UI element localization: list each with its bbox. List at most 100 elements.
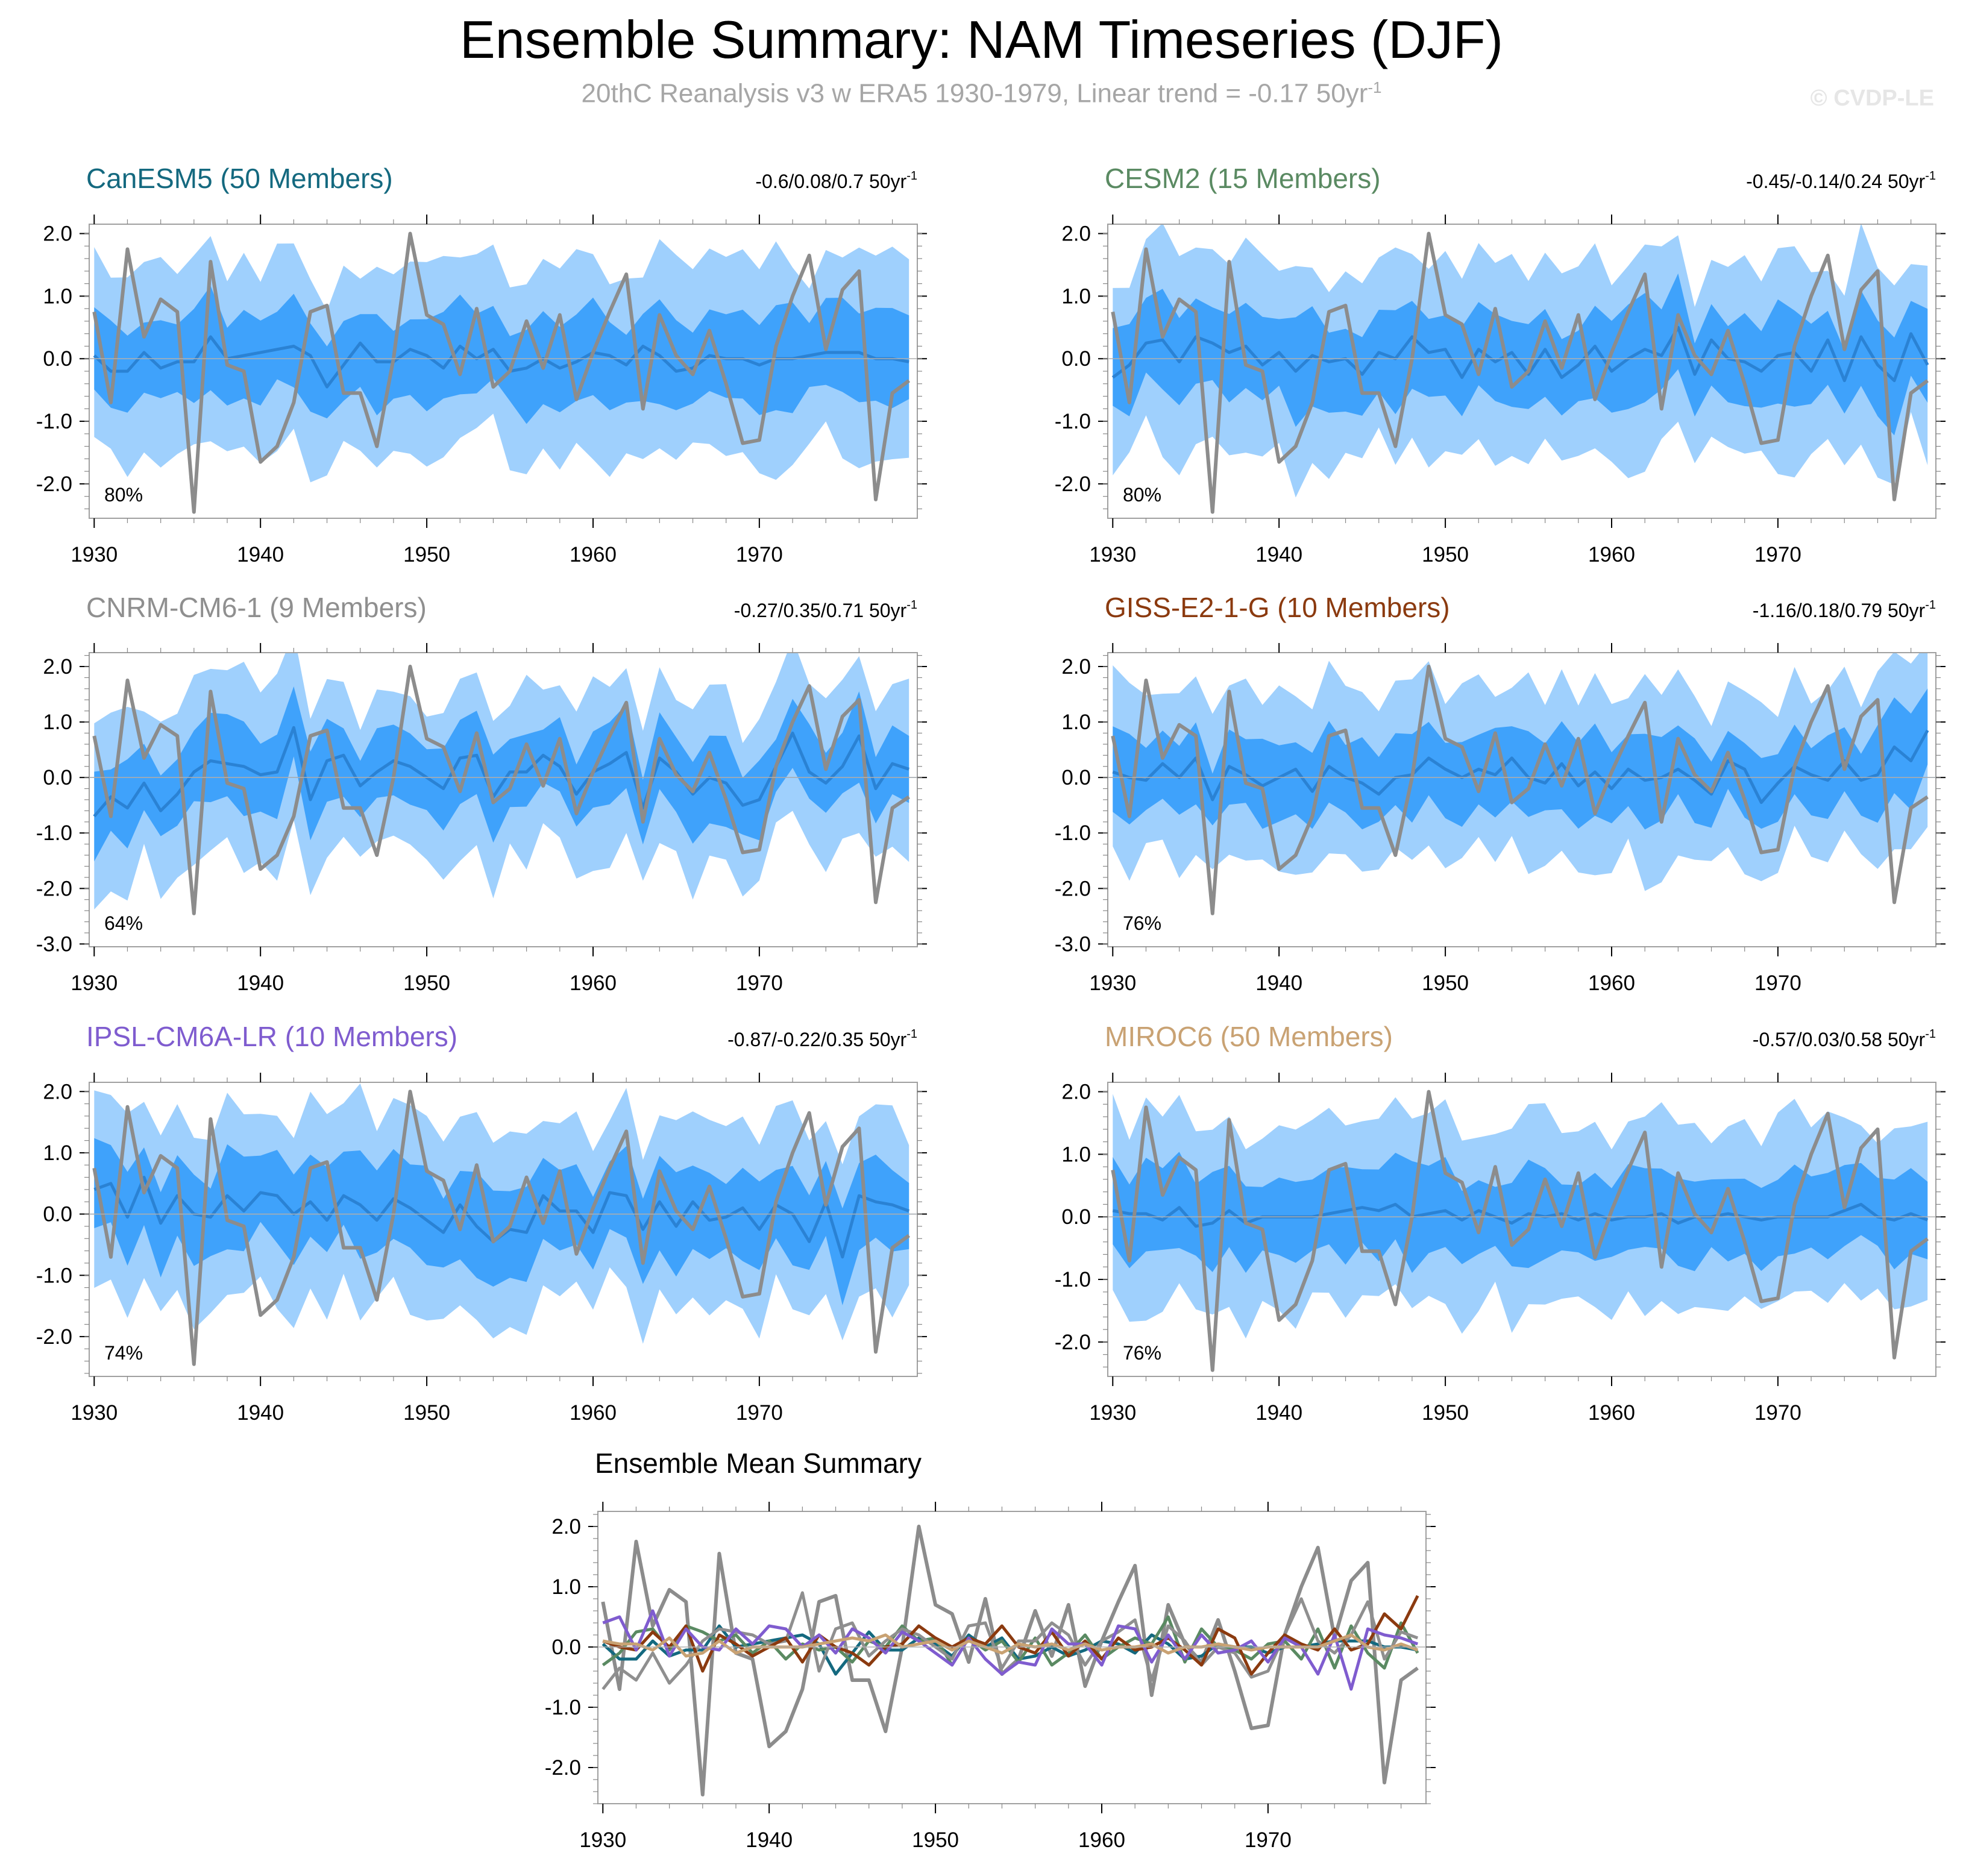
panel-axis-ytick-label: -1.0 [1055,821,1091,845]
panel-axis-xtick-label: 1930 [71,1401,118,1425]
panel-trend-exponent: -1 [906,169,917,183]
summary-mean-line [602,1595,1419,1676]
observed-line [1111,231,1929,514]
panel-axis-ytick-label: -2.0 [1055,472,1091,496]
panel-axis-ytick-label: 2.0 [43,1080,72,1103]
panel-axis-xtick-label: 1960 [570,1401,617,1425]
panel-axis-xtick-label: 1940 [237,543,284,566]
panel-plot-area [89,1083,917,1366]
summary-axis-ytick-label: 0.0 [551,1636,581,1659]
panel-trend-stats: -0.6/0.08/0.7 50yr-1 [755,169,917,192]
panel-axis-ytick-label: 0.0 [43,1203,72,1226]
panel-axis-ytick-label: -2.0 [36,472,72,496]
page-subtitle: 20thC Reanalysis v3 w ERA5 1930-1979, Li… [0,78,1963,109]
summary-axis-xtick-label: 1960 [1078,1828,1125,1852]
inner-spread-band [94,1138,909,1305]
observed-line [1111,665,1929,915]
panel-axis-xtick-label: 1940 [1255,1401,1302,1425]
panel-axis-ytick-label: 1.0 [43,1141,72,1165]
panel-axis-xtick-label: 1950 [1422,1401,1469,1425]
panel-percent-label: 80% [104,484,143,506]
panel-axis-xtick-label: 1930 [1089,1401,1136,1425]
panel-axis-ytick-label: -3.0 [1055,932,1091,956]
panel-axis-ytick-label: -2.0 [1055,877,1091,900]
observed-line [92,231,910,514]
panel-axis-xtick-label: 1970 [1754,543,1801,566]
panel-plot-area [1108,1090,1936,1372]
summary-axis-ytick-label: 1.0 [551,1575,581,1599]
panel-axis-ytick-label: 1.0 [1061,284,1091,308]
panel-axis-xtick-label: 1970 [1754,1401,1801,1425]
summary-title: Ensemble Mean Summary [595,1448,922,1479]
panel-trend-stats: -1.16/0.18/0.79 50yr-1 [1753,598,1936,621]
panel-axis-xtick-label: 1930 [71,971,118,995]
panel-axis-xtick-label: 1970 [736,543,783,566]
panel-title: CanESM5 (50 Members) [86,163,393,194]
summary-axis-ytick-label: -2.0 [545,1756,581,1780]
panel-axis-xtick-label: 1950 [403,971,450,995]
inner-spread-band [1113,273,1928,436]
panel-percent-label: 76% [1123,1342,1161,1364]
panel-percent-label: 80% [1123,484,1161,506]
subtitle-exponent: -1 [1368,78,1382,96]
panel-axis-ytick-label: -2.0 [1055,1331,1091,1354]
panel-title: MIROC6 (50 Members) [1105,1021,1393,1052]
summary-observed-line [601,1525,1419,1796]
panel-trend-stats: -0.87/-0.22/0.35 50yr-1 [727,1027,917,1050]
panel-axis-xtick-label: 1970 [736,1401,783,1425]
panel-plot-area [1108,224,1936,514]
panel-axis-xtick-label: 1960 [1588,543,1635,566]
panel-2: 2.0 1.0 0.0 -1.0 -2.0 1930 1940 1950 1960 1970 CES… [1055,163,1946,566]
summary-axis-ytick-label: 2.0 [551,1515,581,1539]
panel-axis-ytick-label: 1.0 [1061,1143,1091,1166]
panel-axis-xtick-label: 1940 [1255,543,1302,566]
panel-axis-xtick-label: 1940 [237,1401,284,1425]
panel-axis-xtick-label: 1950 [1422,543,1469,566]
summary-panel: 2.0 1.0 0.0 -1.0 -2.0 1930 1940 1950 1960 1970 Ens… [545,1448,1436,1852]
summary-axis-xtick-label: 1950 [912,1828,959,1852]
panel-axis-ytick-label: 1.0 [43,284,72,308]
panel-4: 2.0 1.0 0.0 -1.0 -2.0 -3.0 1930 1940 1950 1960 197… [1055,592,1946,995]
panel-axis-ytick-label: 2.0 [43,222,72,246]
panel-axis-frame [89,1082,918,1377]
panel-plot-area [89,231,917,514]
panel-trend-stats: -0.57/0.03/0.58 50yr-1 [1753,1027,1936,1050]
panel-axis-xtick-label: 1970 [736,971,783,995]
summary-mean-line [602,1609,1419,1691]
panel-axis-ytick-label: -2.0 [36,1325,72,1349]
ensemble-mean-line [1112,729,1929,805]
summary-axis-frame [597,1511,1427,1804]
panel-axis-ytick-label: -1.0 [1055,410,1091,433]
watermark: © CVDP-LE [1810,86,1934,111]
panel-percent-label: 76% [1123,912,1161,934]
panel-axis-ytick-label: 2.0 [1061,1081,1091,1104]
panel-title: GISS-E2-1-G (10 Members) [1105,592,1450,623]
panel-axis-ytick-label: 2.0 [1061,655,1091,679]
panel-axis-xtick-label: 1960 [570,543,617,566]
panel-3: 2.0 1.0 0.0 -1.0 -2.0 -3.0 1930 1940 1950 1960 197… [36,592,927,995]
panel-axis-xtick-label: 1940 [237,971,284,995]
panel-axis-xtick-label: 1950 [403,1401,450,1425]
page-title: Ensemble Summary: NAM Timeseries (DJF) [460,10,1503,69]
inner-spread-band [94,686,909,862]
summary-plot-area [601,1525,1419,1796]
panel-axis-xtick-label: 1930 [71,543,118,566]
summary-axis-xtick-label: 1970 [1245,1828,1292,1852]
panel-trend-exponent: -1 [1925,1027,1936,1041]
panel-title: IPSL-CM6A-LR (10 Members) [86,1021,457,1052]
summary-axis-xtick-label: 1940 [746,1828,793,1852]
panel-axis-ytick-label: -3.0 [36,932,72,956]
panel-axis-ytick-label: 1.0 [1061,711,1091,734]
panel-percent-label: 74% [104,1342,143,1364]
panel-axis-ytick-label: -1.0 [1055,1268,1091,1291]
panel-axis-ytick-label: 0.0 [1061,1205,1091,1229]
panel-axis-xtick-label: 1950 [403,543,450,566]
panel-axis-xtick-label: 1930 [1089,543,1136,566]
panel-axis-ytick-label: 1.0 [43,711,72,734]
observed-line [1111,1090,1929,1372]
summary-axis-ytick-label: -1.0 [545,1696,581,1719]
panel-axis-ytick-label: 0.0 [43,347,72,371]
panel-title: CNRM-CM6-1 (9 Members) [86,592,427,623]
panel-axis-ytick-label: -1.0 [36,1264,72,1287]
